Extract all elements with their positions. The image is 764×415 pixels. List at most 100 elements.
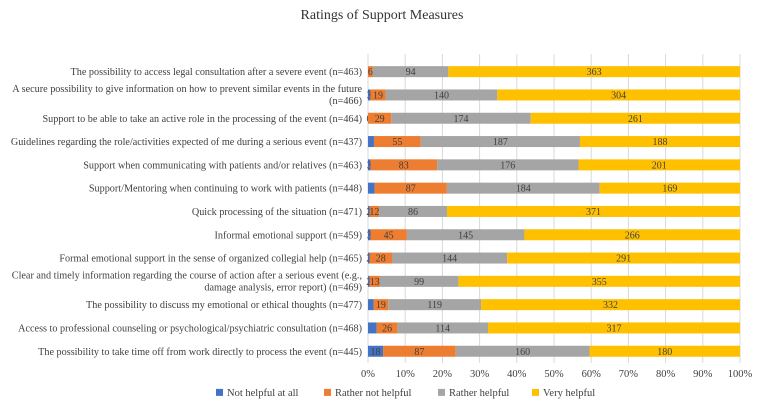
data-label: 304: [611, 90, 626, 101]
category-label: The possibility to take time off from wo…: [38, 347, 362, 358]
legend-label: Rather not helpful: [335, 388, 411, 399]
x-tick-label: 0%: [361, 369, 375, 380]
bar-segment: [368, 182, 375, 194]
data-label: 3: [367, 90, 372, 101]
bar-segment: [455, 345, 590, 357]
x-tick-label: 60%: [582, 369, 602, 380]
bar-segment: [369, 252, 392, 264]
data-label: 363: [587, 67, 602, 78]
bar-segment: [368, 66, 373, 78]
category-label: Support to be able to take an active rol…: [43, 114, 362, 125]
legend-label: Very helpful: [543, 388, 595, 399]
category-label: A secure possibility to give information…: [12, 84, 362, 107]
bar-segment: [481, 299, 740, 311]
bar-segment: [368, 159, 371, 171]
data-label: 55: [392, 137, 402, 148]
data-label: 180: [657, 347, 672, 358]
data-label: 86: [408, 207, 418, 218]
x-tick-label: 100%: [728, 369, 753, 380]
x-tick-label: 50%: [544, 369, 564, 380]
data-label: 13: [370, 277, 380, 288]
bar-segment: [406, 229, 525, 241]
bar-segment: [446, 182, 600, 194]
data-label: 317: [607, 323, 622, 334]
bar-segment: [379, 275, 459, 287]
bar-segment: [373, 299, 389, 311]
data-label: 26: [382, 323, 392, 334]
bar-segment: [383, 345, 456, 357]
bar-segment: [420, 136, 580, 148]
data-label: 18: [371, 347, 381, 358]
bar-segment: [589, 345, 740, 357]
data-label: 355: [592, 277, 607, 288]
x-tick-label: 10%: [396, 369, 416, 380]
bar-segment: [370, 159, 438, 171]
bar-segment: [385, 89, 498, 101]
x-tick-label: 20%: [433, 369, 453, 380]
category-label: Support/Mentoring when continuing to wor…: [89, 184, 362, 195]
legend-swatch: [216, 388, 223, 396]
data-label: 187: [493, 137, 508, 148]
bar-segment: [368, 229, 371, 241]
bar-segment: [437, 159, 579, 171]
category-label: The possibility to access legal consulta…: [71, 67, 362, 78]
legend-label: Rather helpful: [449, 388, 509, 399]
data-label: 2: [366, 254, 371, 265]
legend-swatch: [324, 388, 331, 396]
bar-segment: [599, 182, 740, 194]
data-label: 19: [373, 90, 383, 101]
x-tick-label: 70%: [619, 369, 639, 380]
bar-segment: [368, 345, 384, 357]
bar-segment: [368, 275, 370, 287]
category-label: Informal emotional support (n=459): [215, 230, 363, 241]
data-label: 45: [384, 230, 394, 241]
bar-segment: [488, 322, 740, 334]
data-label: 2: [366, 277, 371, 288]
category-label: Quick processing of the situation (n=471…: [192, 207, 362, 218]
data-label: 12: [369, 207, 379, 218]
data-label: 94: [406, 67, 416, 78]
data-label: 87: [414, 347, 424, 358]
data-label: 87: [406, 184, 416, 195]
data-label: 266: [625, 230, 640, 241]
x-tick-label: 80%: [656, 369, 676, 380]
data-label: 291: [616, 254, 631, 265]
bar-segment: [373, 136, 421, 148]
data-label: 261: [628, 114, 643, 125]
data-label: 6: [368, 67, 373, 78]
bar-segment: [369, 205, 380, 217]
data-label: 184: [516, 184, 531, 195]
data-label: 144: [442, 254, 457, 265]
data-label: 176: [500, 160, 515, 171]
data-label: 19: [376, 300, 386, 311]
bar-segment: [524, 229, 740, 241]
data-label: 188: [652, 137, 667, 148]
data-label: 201: [652, 160, 667, 171]
data-label: 99: [414, 277, 424, 288]
chart-title: Ratings of Support Measures: [300, 8, 464, 23]
category-label: Formal emotional support in the sense of…: [59, 254, 362, 265]
category-label: Support when communicating with patients…: [83, 160, 362, 171]
bar-segment: [530, 112, 740, 124]
category-label: Guidelines regarding the role/activities…: [11, 137, 362, 148]
data-label: 160: [515, 347, 530, 358]
bar-segment: [368, 252, 370, 264]
bar-segment: [368, 112, 392, 124]
bar-segment: [579, 136, 740, 148]
bar-segment: [376, 322, 398, 334]
data-label: 140: [434, 90, 449, 101]
data-label: 371: [586, 207, 601, 218]
category-label: Access to professional counseling or psy…: [18, 323, 362, 334]
bar-segment: [392, 252, 508, 264]
bar-segment: [370, 229, 407, 241]
data-label: 2: [366, 207, 371, 218]
bar-segment: [374, 182, 447, 194]
legend-swatch: [438, 388, 445, 396]
category-label: Clear and timely information regarding t…: [12, 270, 362, 293]
bar-segment: [368, 89, 371, 101]
bar-segment: [507, 252, 740, 264]
bar-segment: [379, 205, 447, 217]
data-label: 28: [376, 254, 386, 265]
